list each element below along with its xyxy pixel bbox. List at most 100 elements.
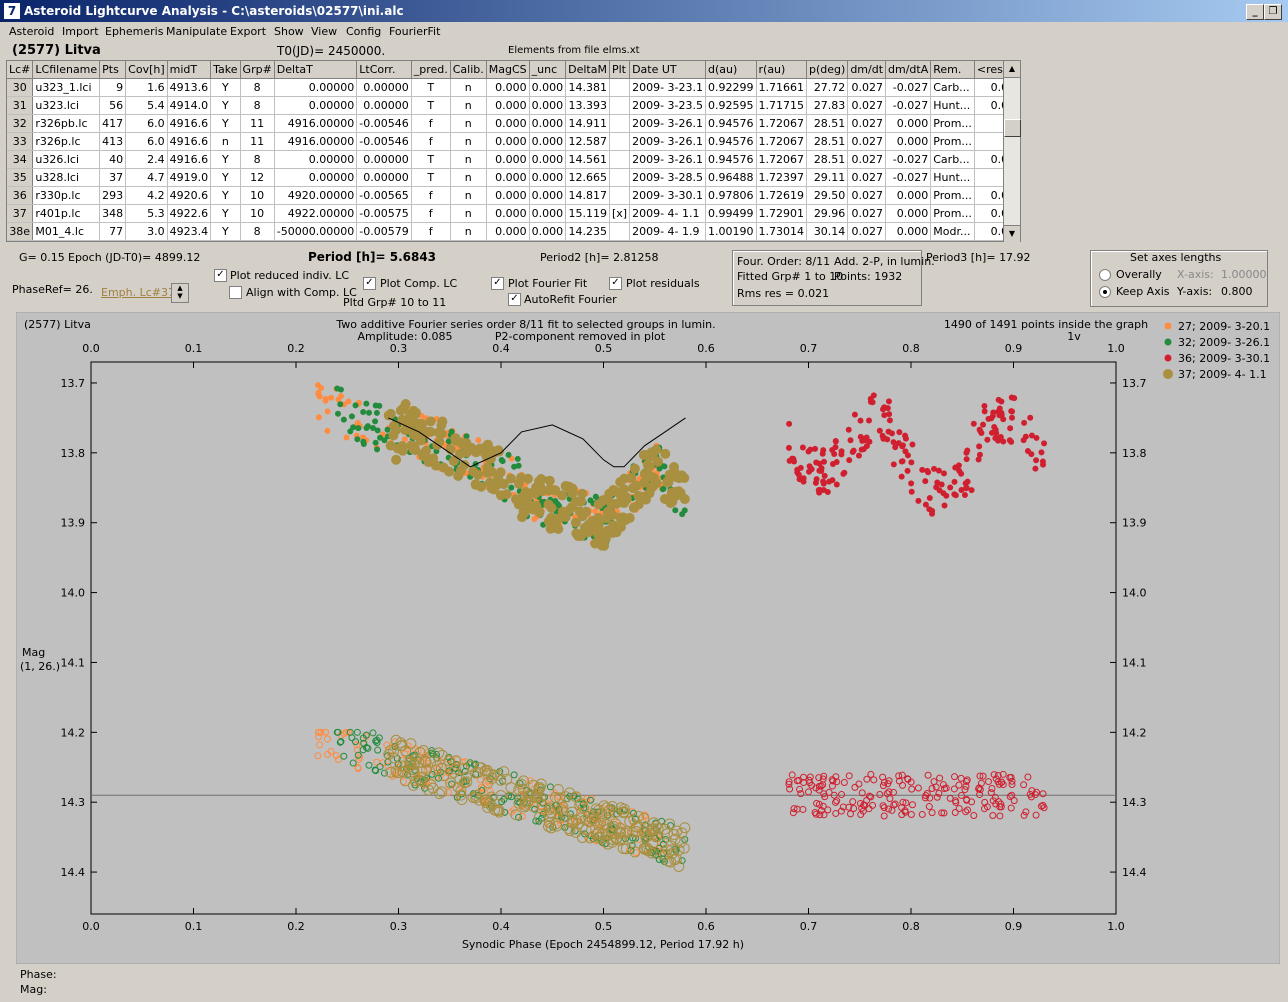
table-cell[interactable]: -0.027 [885, 168, 932, 187]
table-cell[interactable]: 10 [240, 186, 275, 205]
table-cell[interactable]: 1.72901 [756, 204, 807, 223]
table-cell[interactable]: 0.94576 [705, 114, 757, 133]
row-number[interactable]: 34 [7, 150, 34, 169]
table-cell[interactable]: 0.000 [486, 114, 530, 133]
column-header[interactable]: p(deg) [806, 61, 849, 79]
autorefit-checkbox[interactable]: ✓ [508, 293, 521, 306]
row-number[interactable]: 37 [7, 204, 34, 223]
table-cell[interactable]: 1.72067 [756, 150, 807, 169]
table-cell[interactable]: -0.027 [885, 150, 932, 169]
table-cell[interactable] [609, 114, 631, 133]
table-cell[interactable]: 1.00190 [705, 222, 757, 241]
table-row[interactable]: 33 r326p.lc 413 6.0 4916.6 n 11 4916.00000 -0.00… [7, 132, 1003, 151]
table-cell[interactable]: 13.393 [565, 96, 610, 115]
table-cell[interactable]: M01_4.lc [32, 222, 101, 241]
table-cell[interactable]: 2009- 3-28.5 [629, 168, 706, 187]
table-cell[interactable] [609, 150, 631, 169]
column-header[interactable]: midT [167, 61, 212, 79]
table-cell[interactable]: 29.11 [806, 168, 849, 187]
table-cell[interactable]: 3.0 [125, 222, 168, 241]
table-row[interactable]: 32 r326pb.lc 417 6.0 4916.6 Y 11 4916.00000 -0.0… [7, 114, 1003, 133]
column-header[interactable]: Take [210, 61, 241, 79]
table-cell[interactable]: f [411, 222, 451, 241]
table-cell[interactable]: 0.00000 [274, 96, 358, 115]
table-cell[interactable]: u326.lci [32, 150, 101, 169]
table-cell[interactable]: 0.027 [847, 168, 887, 187]
overally-radio[interactable] [1099, 269, 1111, 281]
table-cell[interactable]: 0.000 [529, 222, 567, 241]
minimize-button[interactable]: _ [1246, 4, 1264, 20]
scroll-thumb[interactable] [1004, 119, 1021, 137]
table-cell[interactable]: -0.00546 [356, 132, 412, 151]
table-cell[interactable]: 0.97806 [705, 186, 757, 205]
table-cell[interactable]: 2009- 3-26.1 [629, 114, 706, 133]
table-cell[interactable]: r326p.lc [32, 132, 101, 151]
table-cell[interactable]: 0.000 [885, 132, 932, 151]
table-cell[interactable]: Y [210, 78, 241, 97]
row-number[interactable]: 35 [7, 168, 34, 187]
table-cell[interactable]: Prom... [930, 132, 975, 151]
menu-asteroid[interactable]: Asteroid [9, 25, 55, 38]
table-cell[interactable]: 0.94576 [705, 132, 757, 151]
table-cell[interactable]: 2009- 3-23.5 [629, 96, 706, 115]
table-cell[interactable]: 1.6 [125, 78, 168, 97]
table-cell[interactable]: 0.000 [974, 96, 1003, 115]
table-row[interactable]: 38e M01_4.lc 77 3.0 4923.4 Y 8 -50000.00000 -0.0… [7, 222, 1003, 241]
table-cell[interactable]: 0.00000 [274, 78, 358, 97]
table-cell[interactable]: 293 [99, 186, 127, 205]
table-cell[interactable] [609, 96, 631, 115]
table-cell[interactable]: Carb... [930, 78, 975, 97]
column-header[interactable]: Cov[h] [125, 61, 168, 79]
emph-lc-link[interactable]: Emph. Lc#37: [101, 286, 179, 299]
menu-view[interactable]: View [311, 25, 338, 38]
table-cell[interactable]: 0.027 [847, 132, 887, 151]
table-cell[interactable]: 0.000 [974, 150, 1003, 169]
column-header[interactable]: DeltaT [274, 61, 358, 79]
table-cell[interactable]: 2009- 4- 1.1 [629, 204, 706, 223]
emph-spinner[interactable]: ▲ ▼ [171, 283, 189, 303]
row-number[interactable]: 33 [7, 132, 34, 151]
column-header[interactable]: Grp# [240, 61, 275, 79]
table-cell[interactable]: 4916.6 [167, 132, 212, 151]
table-cell[interactable]: 0.000 [486, 222, 530, 241]
table-cell[interactable]: 0.027 [847, 78, 887, 97]
table-cell[interactable]: -0.00546 [356, 114, 412, 133]
xaxis-value[interactable]: 1.00000 [1221, 268, 1267, 281]
table-cell[interactable]: 4916.00000 [274, 114, 358, 133]
table-cell[interactable]: 0.000 [529, 78, 567, 97]
table-cell[interactable]: 14.561 [565, 150, 610, 169]
table-cell[interactable]: 40 [99, 150, 127, 169]
table-cell[interactable]: 0.00000 [356, 96, 412, 115]
period-label[interactable]: Period [h]= 5.6843 [308, 250, 437, 264]
table-cell[interactable]: 27.72 [806, 78, 849, 97]
table-cell[interactable]: -0.00579 [356, 222, 412, 241]
table-cell[interactable] [609, 186, 631, 205]
table-cell[interactable]: 2.4 [125, 150, 168, 169]
table-cell[interactable] [609, 168, 631, 187]
table-cell[interactable]: 0.000 [974, 222, 1003, 241]
table-cell[interactable]: 0.000 [529, 168, 567, 187]
table-cell[interactable]: -50000.00000 [274, 222, 358, 241]
table-cell[interactable]: n [450, 222, 487, 241]
menu-config[interactable]: Config [346, 25, 382, 38]
table-cell[interactable]: 56 [99, 96, 127, 115]
table-cell[interactable] [974, 132, 1003, 151]
table-cell[interactable]: 15.119 [565, 204, 610, 223]
table-cell[interactable]: 4916.6 [167, 114, 212, 133]
table-cell[interactable]: n [450, 168, 487, 187]
table-cell[interactable]: 0.000 [486, 186, 530, 205]
table-cell[interactable]: 0.94576 [705, 150, 757, 169]
table-cell[interactable]: Y [210, 168, 241, 187]
table-cell[interactable]: u323.lci [32, 96, 101, 115]
table-cell[interactable]: 12.587 [565, 132, 610, 151]
table-cell[interactable]: Y [210, 96, 241, 115]
column-header[interactable]: r(au) [756, 61, 807, 79]
table-cell[interactable]: n [450, 186, 487, 205]
column-header[interactable]: LCfilename [32, 61, 101, 79]
table-cell[interactable] [974, 168, 1003, 187]
table-cell[interactable]: f [411, 204, 451, 223]
table-cell[interactable]: 8 [240, 78, 275, 97]
table-cell[interactable]: 0.00000 [274, 168, 358, 187]
menu-fourierfit[interactable]: FourierFit [389, 25, 441, 38]
